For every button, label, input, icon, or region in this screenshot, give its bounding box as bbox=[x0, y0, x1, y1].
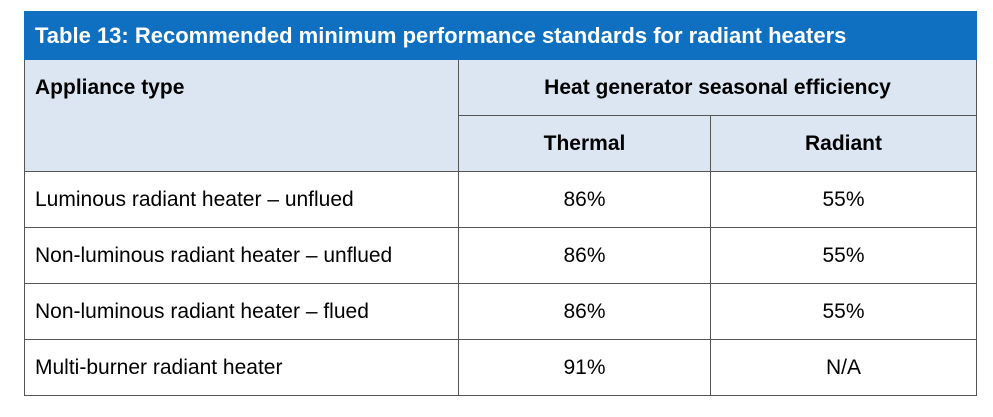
header-cell: Heat generator seasonal efficiency bbox=[457, 59, 978, 116]
table: Table 13: Recommended minimum performanc… bbox=[23, 11, 978, 396]
table-cell: N/A bbox=[709, 339, 978, 396]
table-cell: 91% bbox=[458, 339, 711, 396]
table-cell: Non-luminous radiant heater – unflued bbox=[24, 227, 459, 284]
table-body: Luminous radiant heater – unflued 86% 55% N… bbox=[24, 171, 978, 396]
header-cell: Appliance type bbox=[24, 59, 459, 116]
title-row: Table 13: Recommended minimum performanc… bbox=[23, 11, 978, 60]
table-cell: Non-luminous radiant heater – flued bbox=[24, 283, 459, 340]
table-title: Table 13: Recommended minimum performanc… bbox=[23, 11, 978, 60]
table-cell: 55% bbox=[709, 227, 978, 284]
table-cell: 55% bbox=[709, 283, 978, 340]
header-row: Appliance type Heat generator seasonal e… bbox=[24, 59, 978, 116]
table-row: Luminous radiant heater – unflued 86% 55% bbox=[24, 171, 978, 228]
header-cell: Radiant bbox=[709, 115, 978, 172]
table-row: Non-luminous radiant heater – unflued 86%… bbox=[24, 227, 978, 284]
header-cell bbox=[24, 115, 459, 172]
header-cell: Thermal bbox=[458, 115, 711, 172]
table-cell: 55% bbox=[709, 171, 978, 228]
table-row: Multi-burner radiant heater 91% N/A bbox=[24, 339, 978, 396]
table-cell: Luminous radiant heater – unflued bbox=[24, 171, 459, 228]
table-row: Non-luminous radiant heater – flued 86% 55… bbox=[24, 283, 978, 340]
header-row: Thermal Radiant bbox=[24, 115, 978, 172]
table-cell: Multi-burner radiant heater bbox=[24, 339, 459, 396]
table-cell: 86% bbox=[458, 171, 711, 228]
table-cell: 86% bbox=[458, 283, 711, 340]
table-cell: 86% bbox=[458, 227, 711, 284]
